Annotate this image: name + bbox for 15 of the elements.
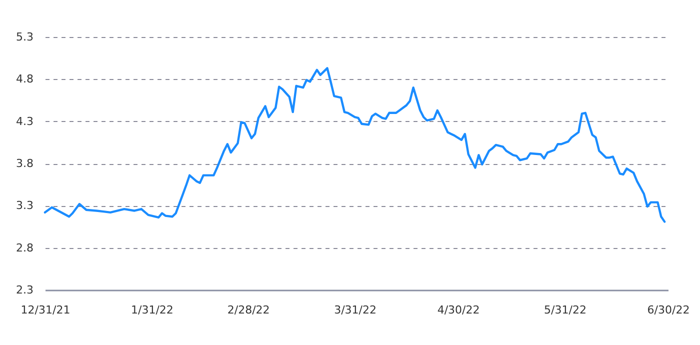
x-tick-label: 12/31/21 <box>20 304 70 316</box>
y-tick-label: 2.8 <box>16 241 34 254</box>
y-tick-label: 4.3 <box>16 114 34 128</box>
y-tick-label: 5.3 <box>16 30 34 44</box>
line-series <box>44 67 666 223</box>
y-tick-label: 3.3 <box>16 199 34 212</box>
x-tick-label: 4/30/22 <box>437 304 480 316</box>
y-tick-label: 4.8 <box>16 72 34 86</box>
y-tick-label: 3.8 <box>16 157 34 170</box>
x-tick-label: 1/31/22 <box>131 304 174 316</box>
x-tick-label: 6/30/22 <box>647 304 690 316</box>
x-tick-label: 2/28/22 <box>227 304 270 316</box>
y-tick-label: 2.3 <box>16 284 34 296</box>
x-tick-label: 3/31/22 <box>334 304 376 316</box>
x-tick-label: 5/31/22 <box>544 304 586 316</box>
